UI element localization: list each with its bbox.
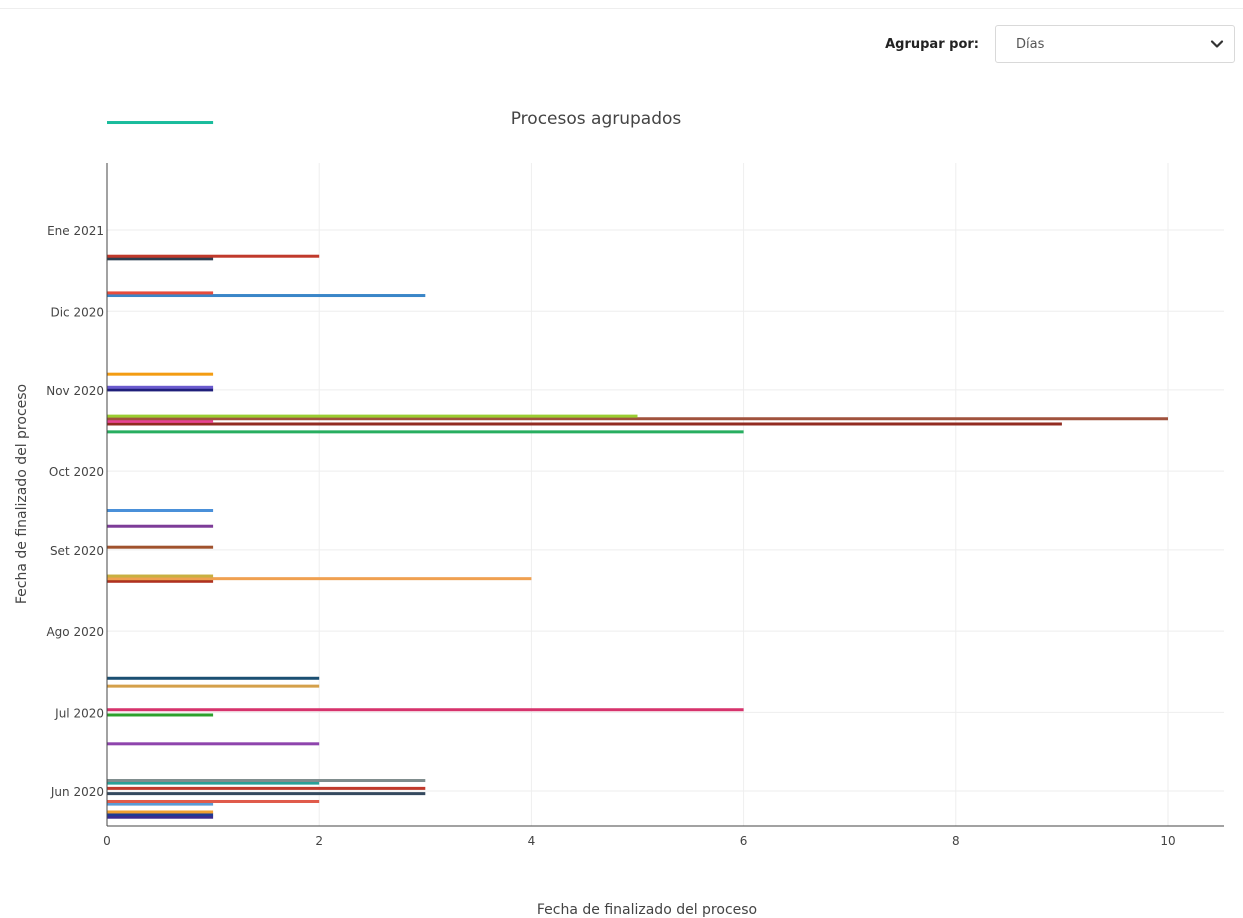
bar: [107, 294, 426, 298]
y-tick-label: Ene 2021: [47, 224, 104, 238]
top-divider: [0, 8, 1243, 9]
bar: [107, 524, 214, 528]
x-tick-label: 2: [315, 834, 323, 848]
bar: [107, 430, 744, 434]
bar: [107, 417, 1168, 421]
group-by-controls: Agrupar por: Días: [885, 24, 1235, 64]
bar: [107, 254, 320, 258]
x-tick-label: 8: [952, 834, 960, 848]
group-by-select[interactable]: Días: [995, 25, 1235, 63]
y-tick-label: Ago 2020: [46, 625, 104, 639]
bar: [107, 574, 214, 578]
y-axis-title: Fecha de finalizado del proceso: [14, 384, 30, 604]
bar: [107, 388, 214, 392]
group-by-label: Agrupar por:: [885, 36, 979, 52]
bar: [107, 810, 214, 814]
bar: [107, 579, 214, 583]
bar: [107, 779, 426, 783]
y-tick-label: Jun 2020: [50, 785, 104, 799]
bar: [107, 742, 320, 746]
bar: [107, 813, 214, 817]
bar: [107, 385, 214, 389]
bar: [107, 799, 320, 803]
bar: [107, 676, 320, 680]
bar: [107, 577, 532, 581]
bar: [107, 684, 320, 688]
bar: [107, 792, 426, 796]
x-tick-label: 4: [528, 834, 536, 848]
y-tick-label: Nov 2020: [46, 384, 104, 398]
bar: [107, 509, 214, 512]
chart-title: Procesos agrupados: [511, 109, 682, 129]
bar: [107, 781, 320, 785]
bar: [107, 414, 638, 418]
group-by-selected-value: Días: [1016, 36, 1045, 52]
tick-labels: 0 2 4 6 8 10 Jun 2020 Jul 2020 Ago 2020 Set 2020 O…: [46, 224, 1175, 848]
bar: [107, 802, 214, 806]
bar: [107, 545, 214, 549]
x-tick-label: 6: [740, 834, 748, 848]
x-tick-label: 10: [1160, 834, 1175, 848]
bar: [107, 257, 214, 261]
bar: [107, 786, 426, 790]
y-tick-label: Oct 2020: [49, 465, 104, 479]
y-tick-label: Set 2020: [50, 544, 104, 558]
bar: [107, 121, 214, 125]
bar: [107, 708, 744, 712]
grid-lines: [107, 163, 1224, 826]
bars: [107, 121, 1168, 819]
x-tick-label: 0: [103, 834, 111, 848]
axes: [106, 163, 1224, 827]
bar: [107, 419, 214, 423]
bar: [107, 422, 1062, 426]
y-tick-label: Dic 2020: [50, 305, 104, 319]
bar: [107, 291, 214, 295]
chevron-down-icon: [1210, 40, 1224, 48]
y-tick-label: Jul 2020: [54, 706, 104, 720]
x-axis-title: Fecha de finalizado del proceso: [537, 902, 757, 918]
bar: [107, 713, 214, 717]
bar: [107, 815, 214, 819]
bar: [107, 372, 214, 376]
